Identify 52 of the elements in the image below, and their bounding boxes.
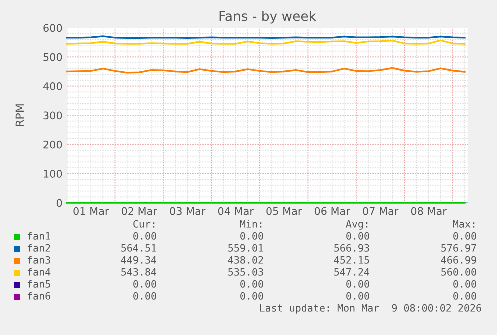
text: Max: bbox=[453, 220, 475, 228]
y-axis-title: RPM bbox=[16, 104, 24, 126]
text: 438.02 bbox=[228, 256, 264, 264]
x-tick-label: 05 Mar bbox=[266, 207, 302, 216]
text: 566.93 bbox=[334, 244, 370, 252]
text: 576.97 bbox=[442, 244, 476, 252]
legend-label: fan3 bbox=[28, 256, 50, 264]
text: 535.03 bbox=[228, 268, 264, 276]
legend-label: fan6 bbox=[28, 292, 50, 300]
x-tick-label: 04 Mar bbox=[218, 207, 254, 216]
text: Avg: bbox=[346, 220, 368, 230]
text: 543.84 bbox=[122, 268, 157, 276]
y-tick-label: 500 bbox=[44, 53, 62, 62]
text: 0.00 bbox=[134, 292, 156, 300]
text: 559.01 bbox=[228, 244, 264, 252]
text: 0.00 bbox=[240, 292, 264, 300]
text: 449.34 bbox=[121, 256, 157, 264]
y-tick-label: 0 bbox=[56, 199, 62, 208]
y-tick-label: 400 bbox=[43, 82, 62, 90]
y-tick-label: 600 bbox=[44, 24, 62, 32]
text: 0.00 bbox=[454, 280, 476, 288]
text: 0.00 bbox=[134, 232, 156, 240]
x-tick-label: 01 Mar bbox=[74, 207, 110, 216]
text: 0.00 bbox=[134, 280, 156, 288]
text: 0.00 bbox=[454, 232, 476, 240]
text: 452.15 bbox=[334, 256, 370, 264]
x-tick-label: 06 Mar bbox=[314, 207, 350, 216]
text: 0.00 bbox=[346, 280, 370, 288]
text: 0.00 bbox=[454, 292, 476, 300]
y-tick-label: 200 bbox=[44, 140, 62, 149]
chart-title: Fans - by week bbox=[220, 11, 316, 24]
text: 0.00 bbox=[240, 232, 264, 240]
legend-label: fan5 bbox=[28, 280, 50, 288]
legend-label: fan4 bbox=[28, 268, 51, 276]
text: Cur: bbox=[134, 220, 155, 228]
text: 466.99 bbox=[441, 256, 476, 264]
x-tick-label: 03 Mar bbox=[170, 207, 206, 216]
text: 560.00 bbox=[442, 268, 476, 276]
text: 547.24 bbox=[334, 268, 370, 276]
x-tick-label: 08 Mar bbox=[411, 207, 447, 216]
text: 0.00 bbox=[346, 292, 370, 300]
text: Last update: Mon Mar 9 08:00:02 2026 bbox=[260, 304, 482, 314]
text: Min: bbox=[240, 220, 262, 228]
legend-label: fan2 bbox=[28, 244, 50, 252]
text: 0.00 bbox=[346, 232, 370, 240]
x-tick-label: 07 Mar bbox=[363, 207, 399, 216]
x-tick-label: 02 Mar bbox=[122, 207, 158, 216]
text: 0.00 bbox=[240, 280, 264, 288]
text: 564.51 bbox=[122, 244, 156, 252]
y-tick-label: 300 bbox=[44, 112, 62, 120]
y-tick-label: 100 bbox=[44, 170, 62, 178]
legend-label: fan1 bbox=[28, 232, 50, 240]
